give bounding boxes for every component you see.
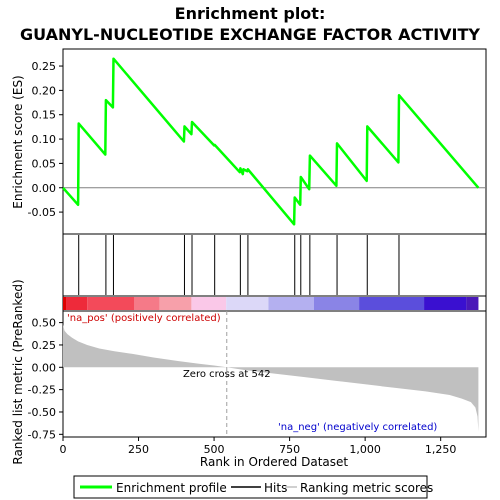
colorbar-segment [466,297,479,310]
axis-layer: -0.05 0.00 0.05 0.10 0.15 0.20 0.25 -0.75 -0.50 -… [28,60,457,456]
metric-y-tick-label: 0.50 [32,317,57,330]
colorbar-segment [87,297,135,310]
x-tick-label: 250 [128,443,149,456]
legend-metric-label: Ranking metric scores [300,481,433,495]
colorbar-layer [63,297,479,310]
es-y-tick-label: 0.25 [32,60,57,73]
positive-correlation-label: 'na_pos' (positively correlated) [67,313,221,324]
metric-plot-layer: Zero cross at 542 'na_pos' (positively co… [63,311,479,437]
colorbar-segment [226,297,269,310]
metric-y-tick-label: 0.25 [32,339,57,352]
colorbar-segment [191,297,227,310]
es-plot-layer [62,57,486,226]
chart-title-line-2: GUANYL-NUCLEOTIDE EXCHANGE FACTOR ACTIVI… [20,25,480,44]
metric-y-tick-label: -0.50 [28,406,56,419]
es-y-tick-label: 0.20 [32,84,57,97]
es-y-tick-label: -0.05 [28,206,56,219]
legend-hits-label: Hits [264,481,287,495]
x-tick-label: 1,250 [425,443,457,456]
hits-layer [78,235,400,295]
x-tick-label: 500 [204,443,225,456]
colorbar-segment [313,297,360,310]
colorbar-segment [424,297,467,310]
legend: Enrichment profile Hits Ranking metric s… [73,475,433,499]
es-y-tick-label: 0.05 [32,157,57,170]
x-tick-label: 0 [60,443,67,456]
enrichment-profile-line [62,57,480,226]
metric-panel-frame [62,310,487,438]
es-y-axis-label: Enrichment score (ES) [11,75,25,208]
colorbar-segment [63,297,67,310]
x-axis-label: Rank in Ordered Dataset [200,455,348,469]
x-tick-label: 1,000 [349,443,381,456]
metric-y-tick-label: 0.00 [32,361,57,374]
chart-title-line-1: Enrichment plot: [175,4,326,23]
negative-correlation-label: 'na_neg' (negatively correlated) [278,422,437,433]
zero-cross-label: Zero cross at 542 [183,369,271,380]
colorbar-segment [268,297,314,310]
metric-y-tick-label: -0.25 [28,384,56,397]
es-y-tick-label: 0.15 [32,109,57,122]
metric-y-tick-label: -0.75 [28,428,56,441]
colorbar-segment [359,297,425,310]
colorbar-segment [159,297,192,310]
ranking-metric-area [63,324,479,432]
x-tick-label: 750 [279,443,300,456]
colorbar-segment [66,297,88,310]
colorbar-segment [134,297,160,310]
es-y-tick-label: 0.00 [32,182,57,195]
metric-y-axis-label: Ranked list metric (PreRanked) [11,279,25,464]
legend-enrichment-label: Enrichment profile [116,481,227,495]
es-y-tick-label: 0.10 [32,133,57,146]
